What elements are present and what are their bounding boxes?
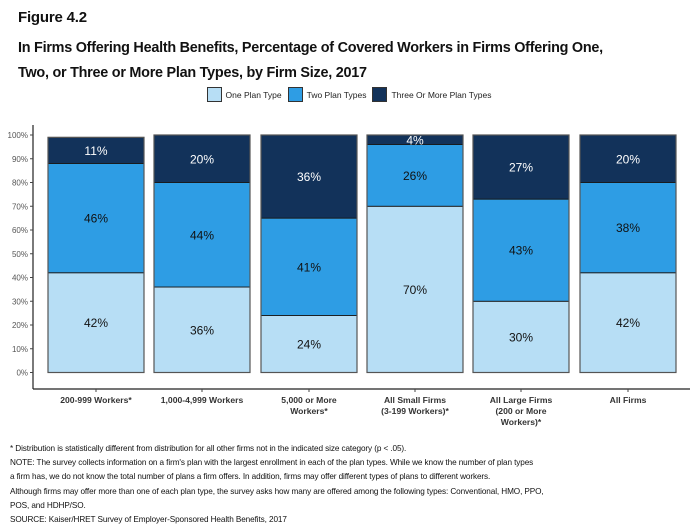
bar-outline <box>366 134 464 374</box>
data-label: 11% <box>84 144 107 158</box>
data-label: 42% <box>84 316 108 330</box>
y-tick-label: 90% <box>12 155 28 164</box>
data-label: 24% <box>297 338 321 352</box>
chart-title-line-2: Two, or Three or More Plan Types, by Fir… <box>18 65 367 81</box>
x-tick-label: Workers* <box>290 406 328 416</box>
bar-segment <box>47 136 145 164</box>
data-label: 38% <box>616 221 640 235</box>
footnotes: * Distribution is statistically differen… <box>10 442 690 527</box>
x-tick-label: Workers)* <box>501 417 542 427</box>
x-tick-label: All Small Firms <box>384 395 446 405</box>
x-tick-label: 200-999 Workers* <box>60 395 132 405</box>
x-tick-label: (3-199 Workers)* <box>381 406 449 416</box>
bar-segment <box>47 272 145 373</box>
y-tick-label: 70% <box>12 202 28 211</box>
x-tick-label: All Firms <box>610 395 647 405</box>
footnote-note-line-1: NOTE: The survey collects information on… <box>10 458 534 468</box>
data-label: 41% <box>297 260 321 274</box>
x-tick-label: 5,000 or More <box>281 395 337 405</box>
y-tick-label: 60% <box>12 226 28 235</box>
data-label: 4% <box>406 133 424 147</box>
chart-title-line-1: In Firms Offering Health Benefits, Perce… <box>18 40 603 56</box>
footnote-note-line-2: a firm has, we do not know the total num… <box>10 472 491 482</box>
data-label: 30% <box>509 330 533 344</box>
data-label: 36% <box>297 170 321 184</box>
figure-label: Figure 4.2 <box>18 9 87 26</box>
y-tick-label: 0% <box>16 369 28 378</box>
data-label: 42% <box>616 316 640 330</box>
footnote-source: SOURCE: Kaiser/HRET Survey of Employer-S… <box>10 515 287 525</box>
bar-segment <box>260 217 358 316</box>
bar-segment <box>153 182 251 288</box>
legend-label-one-plan-type: One Plan Type <box>225 89 282 100</box>
y-tick-label: 40% <box>12 274 28 283</box>
legend-label-three-or-more-plan-types: Three Or More Plan Types <box>391 89 492 100</box>
bar-segment <box>579 134 677 183</box>
bar-segment <box>153 134 251 183</box>
x-tick-label: All Large Firms <box>490 395 553 405</box>
data-label: 43% <box>509 244 533 258</box>
legend-swatch-one-plan-type <box>206 87 222 102</box>
bar-segment <box>366 205 464 373</box>
data-label: 20% <box>616 152 640 166</box>
data-label: 36% <box>190 323 214 337</box>
data-label: 70% <box>403 283 427 297</box>
y-tick-label: 20% <box>12 321 28 330</box>
y-tick-label: 100% <box>8 131 28 140</box>
y-tick-label: 10% <box>12 345 28 354</box>
bar-outline <box>47 136 145 374</box>
x-tick-label: 1,000-4,999 Workers <box>161 395 244 405</box>
legend-label-two-plan-types: Two Plan Types <box>306 89 367 100</box>
bar-segment <box>47 163 145 274</box>
chart-legend: One Plan Type Two Plan Types Three Or Mo… <box>0 87 698 102</box>
legend-item-three-or-more-plan-types: Three Or More Plan Types <box>372 87 491 102</box>
data-label: 26% <box>403 169 427 183</box>
bar-outline <box>153 134 251 374</box>
data-label: 44% <box>190 228 214 242</box>
y-tick-label: 30% <box>12 297 28 306</box>
bar-segment <box>366 144 464 207</box>
data-label: 46% <box>84 212 108 226</box>
bar-outline <box>579 134 677 374</box>
legend-swatch-three-or-more-plan-types <box>372 87 388 102</box>
x-tick-label: (200 or More <box>495 406 546 416</box>
bar-outline <box>472 134 570 374</box>
bar-segment <box>579 272 677 373</box>
chart-title: In Firms Offering Health Benefits, Perce… <box>18 36 678 86</box>
data-label: 20% <box>190 152 214 166</box>
footnote-note-line-3: Although firms may offer more than one o… <box>10 486 544 496</box>
legend-item-one-plan-type: One Plan Type <box>206 87 282 102</box>
legend-swatch-two-plan-types <box>287 87 303 102</box>
bar-segment <box>579 182 677 274</box>
legend-item-two-plan-types: Two Plan Types <box>287 87 367 102</box>
footnote-note-line-4: POS, and HDHP/SO. <box>10 500 86 510</box>
bar-segment <box>260 315 358 373</box>
y-tick-label: 80% <box>12 179 28 188</box>
footnote-significance: * Distribution is statistically differen… <box>10 444 407 453</box>
data-label: 27% <box>509 161 533 175</box>
y-tick-label: 50% <box>12 250 28 259</box>
stacked-bar-chart: 0% 10% 20% 30% 40% 50% 60% 70% 80% 90% 100% 42% 46% 1… <box>8 125 690 427</box>
bar-segment <box>472 198 570 302</box>
bar-outline <box>260 134 358 374</box>
